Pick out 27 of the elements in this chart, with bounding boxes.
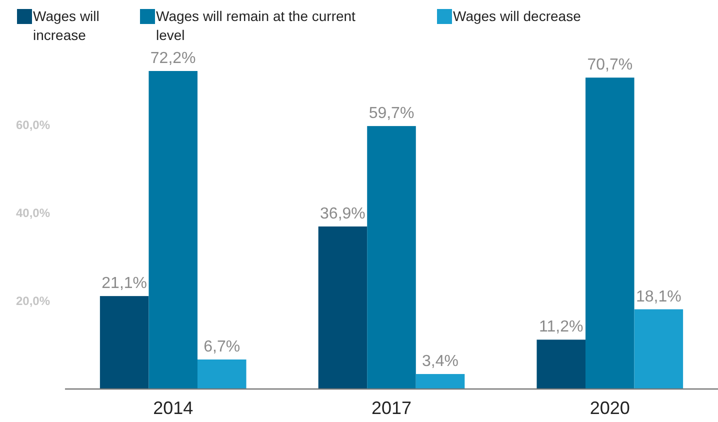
x-tick-label: 2017 xyxy=(371,398,412,418)
bar xyxy=(536,340,586,389)
legend-label: Wages will decrease xyxy=(453,8,582,24)
bar xyxy=(318,226,368,389)
bar xyxy=(634,309,684,389)
bar xyxy=(100,296,149,389)
data-label: 6,7% xyxy=(204,338,240,356)
x-tick-label: 2020 xyxy=(590,398,630,418)
bar xyxy=(586,78,634,389)
data-label: 72,2% xyxy=(150,50,196,67)
bar xyxy=(148,71,198,389)
data-label: 36,9% xyxy=(320,205,366,222)
y-tick-label: 20,0% xyxy=(16,294,50,308)
bar xyxy=(367,126,416,389)
data-label: 11,2% xyxy=(539,318,584,336)
x-tick-label: 2014 xyxy=(153,398,194,418)
legend-label: Wages will increase xyxy=(33,8,100,43)
data-label: 18,1% xyxy=(636,288,682,306)
data-label: 21,1% xyxy=(102,275,148,292)
data-label: 59,7% xyxy=(368,105,414,122)
data-label: 3,4% xyxy=(422,353,459,370)
y-tick-label: 40,0% xyxy=(16,206,50,220)
bar xyxy=(197,359,246,389)
y-tick-label: 60,0% xyxy=(16,118,50,132)
legend-label: Wages will remain at the current level xyxy=(156,8,356,43)
bar xyxy=(416,374,465,389)
data-label: 70,7% xyxy=(587,56,633,74)
